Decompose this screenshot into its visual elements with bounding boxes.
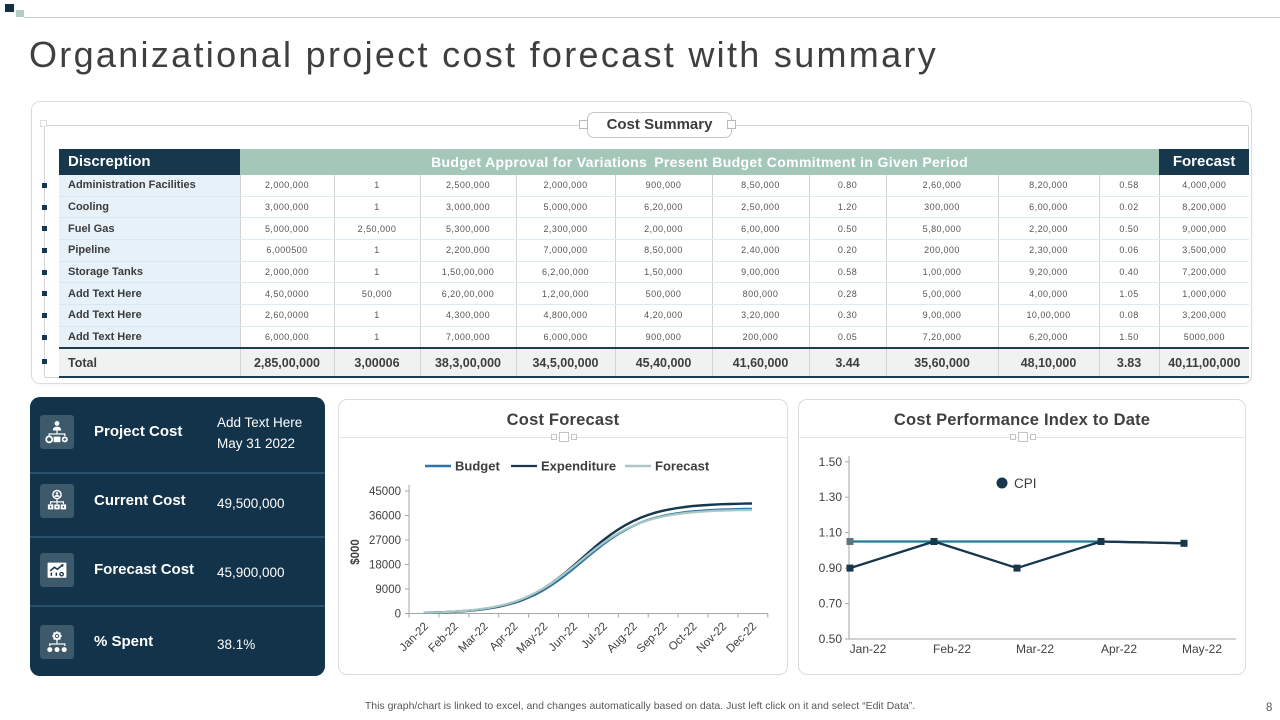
svg-text:Sep-22: Sep-22 <box>635 621 670 656</box>
svg-text:May-22: May-22 <box>515 621 551 657</box>
svg-text:Expenditure: Expenditure <box>541 459 616 474</box>
svg-text:Apr-22: Apr-22 <box>1101 642 1137 656</box>
svg-text:Oct-22: Oct-22 <box>667 621 700 654</box>
svg-text:Feb-22: Feb-22 <box>933 642 971 656</box>
svg-text:0.70: 0.70 <box>819 597 843 611</box>
svg-text:1.30: 1.30 <box>819 490 843 504</box>
svg-text:Jun-22: Jun-22 <box>547 621 580 654</box>
svg-text:$000: $000 <box>350 539 362 565</box>
svg-text:Feb-22: Feb-22 <box>427 621 461 655</box>
svg-text:Dec-22: Dec-22 <box>724 621 759 656</box>
svg-text:Jan-22: Jan-22 <box>850 642 887 656</box>
svg-text:27000: 27000 <box>369 535 401 547</box>
svg-text:CPI: CPI <box>1014 476 1037 491</box>
svg-text:Budget: Budget <box>455 459 500 474</box>
svg-text:0: 0 <box>395 609 401 621</box>
svg-text:36000: 36000 <box>369 511 401 523</box>
svg-text:Jan-22: Jan-22 <box>398 621 431 654</box>
svg-text:Mar-22: Mar-22 <box>1016 642 1054 656</box>
svg-text:45000: 45000 <box>369 486 401 498</box>
svg-text:May-22: May-22 <box>1182 642 1222 656</box>
svg-text:0.50: 0.50 <box>819 632 843 646</box>
svg-text:Forecast: Forecast <box>655 459 710 474</box>
svg-text:1.50: 1.50 <box>819 455 843 469</box>
svg-text:18000: 18000 <box>369 560 401 572</box>
svg-text:0.90: 0.90 <box>819 561 843 575</box>
svg-text:Nov-22: Nov-22 <box>695 621 730 656</box>
svg-text:Aug-22: Aug-22 <box>605 621 640 656</box>
svg-text:1.10: 1.10 <box>819 526 843 540</box>
svg-text:9000: 9000 <box>375 584 401 596</box>
svg-text:Mar-22: Mar-22 <box>456 621 490 655</box>
